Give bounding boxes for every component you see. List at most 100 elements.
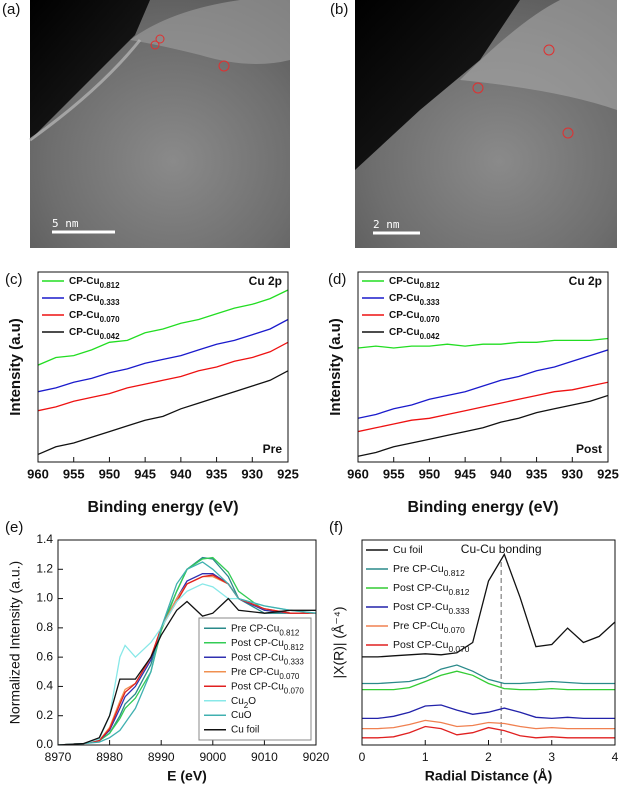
- scale-bar-label: 5 nm: [52, 217, 79, 230]
- legend-label: Pre CP-Cu0.070: [393, 620, 465, 635]
- x-tick-label: 925: [277, 466, 299, 481]
- legend-label: Post CP-Cu0.333: [393, 601, 470, 616]
- legend-label: Pre CP-Cu0.812: [393, 563, 465, 578]
- x-tick-label: 930: [241, 466, 263, 481]
- y-tick-label: 1.0: [36, 591, 53, 605]
- series-line: [58, 556, 316, 745]
- legend-label: CP-Cu0.042: [69, 327, 120, 341]
- x-tick-label: 940: [170, 466, 192, 481]
- series-line: [358, 394, 608, 457]
- series-line: [362, 670, 615, 691]
- legend-label: CP-Cu0.070: [69, 310, 120, 324]
- stem-image: [29, 0, 290, 248]
- panel-label: (e): [5, 519, 23, 536]
- series-line: [362, 719, 615, 730]
- legend-label: Post CP-Cu0.812: [231, 637, 304, 651]
- series-line: [358, 381, 608, 433]
- plot-frame: [37, 271, 289, 463]
- y-tick-label: 0.6: [36, 649, 53, 663]
- x-tick-label: 9020: [303, 750, 330, 764]
- series-line: [358, 349, 608, 419]
- y-tick-label: 1.4: [36, 532, 53, 546]
- stem-image: [355, 0, 617, 248]
- legend-label: Cu foil: [231, 724, 259, 735]
- x-tick-label: 8970: [45, 750, 72, 764]
- legend-label: Post CP-Cu0.812: [393, 582, 470, 597]
- x-tick-label: 3: [548, 750, 555, 764]
- legend-label: Pre CP-Cu0.070: [231, 666, 300, 680]
- plot-area: [358, 337, 608, 457]
- panel-label: (f): [329, 519, 343, 536]
- y-tick-label: 0.4: [36, 679, 53, 693]
- x-tick-label: 950: [99, 466, 121, 481]
- annotation: Pre: [263, 442, 283, 456]
- x-tick-label: 940: [490, 466, 512, 481]
- x-tick-label: 9000: [199, 750, 226, 764]
- series-line: [38, 370, 288, 455]
- legend-label: CP-Cu0.070: [389, 310, 440, 324]
- series-line: [38, 318, 288, 393]
- y-axis-label: |X(R)| (Å⁻⁴): [331, 606, 347, 678]
- legend-label: CP-Cu0.333: [389, 293, 440, 307]
- y-tick-label: 0.2: [36, 708, 53, 722]
- legend-label: CuO: [231, 710, 252, 721]
- y-axis-label: Intensity (a.u): [327, 318, 344, 416]
- annotation: Post: [576, 442, 602, 456]
- x-axis-label: E (eV): [167, 768, 207, 784]
- legend-label: Post CP-Cu0.070: [393, 639, 470, 654]
- x-axis-label: Binding energy (eV): [407, 499, 558, 516]
- plot-area: [38, 289, 288, 455]
- y-tick-label: 1.2: [36, 561, 53, 575]
- x-axis-label: Binding energy (eV): [87, 499, 238, 516]
- plot-area: [362, 552, 615, 739]
- plot-frame: [361, 539, 616, 746]
- series-line: [362, 552, 615, 658]
- series-line: [58, 561, 316, 745]
- series-line: [38, 341, 288, 412]
- x-tick-label: 960: [27, 466, 49, 481]
- y-axis-label: Intensity (a.u): [7, 318, 24, 416]
- x-tick-label: 955: [383, 466, 405, 481]
- legend-label: Pre CP-Cu0.812: [231, 623, 300, 637]
- legend-label: Cu foil: [393, 544, 423, 556]
- series-line: [58, 597, 316, 745]
- series-line: [362, 725, 615, 739]
- y-axis-label: Normalized Intensity (a.u.): [7, 561, 23, 724]
- legend-label: CP-Cu0.333: [69, 293, 120, 307]
- x-tick-label: 945: [454, 466, 476, 481]
- legend-label: Cu2O: [231, 695, 256, 709]
- scale-bar-label: 2 nm: [373, 218, 400, 231]
- plot-frame: [57, 539, 317, 746]
- x-tick-label: 0: [359, 750, 366, 764]
- legend-label: CP-Cu0.812: [69, 276, 120, 290]
- x-tick-label: 935: [526, 466, 548, 481]
- x-tick-label: 935: [206, 466, 228, 481]
- panel-label: (d): [328, 271, 346, 288]
- x-tick-label: 945: [134, 466, 156, 481]
- panel-label: (a): [2, 1, 20, 18]
- annotation: Cu-Cu bonding: [461, 542, 542, 556]
- legend-label: Post CP-Cu0.070: [231, 681, 304, 695]
- x-tick-label: 960: [347, 466, 369, 481]
- series-line: [358, 337, 608, 349]
- x-tick-label: 1: [422, 750, 429, 764]
- legend-label: Post CP-Cu0.333: [231, 652, 304, 666]
- x-tick-label: 925: [597, 466, 619, 481]
- x-tick-label: 950: [419, 466, 441, 481]
- x-tick-label: 930: [561, 466, 583, 481]
- x-tick-label: 2: [485, 750, 492, 764]
- legend-label: CP-Cu0.042: [389, 327, 440, 341]
- legend-label: CP-Cu0.812: [389, 276, 440, 290]
- legend-box: [198, 617, 312, 741]
- panel-label: (c): [5, 271, 23, 288]
- annotation: Cu 2p: [569, 274, 602, 288]
- annotation: Cu 2p: [249, 274, 282, 288]
- plot-frame: [357, 271, 609, 463]
- x-tick-label: 955: [63, 466, 85, 481]
- y-tick-label: 0.8: [36, 620, 53, 634]
- plot-area: [58, 556, 316, 745]
- x-tick-label: 8990: [148, 750, 175, 764]
- series-line: [38, 289, 288, 366]
- x-tick-label: 8980: [96, 750, 123, 764]
